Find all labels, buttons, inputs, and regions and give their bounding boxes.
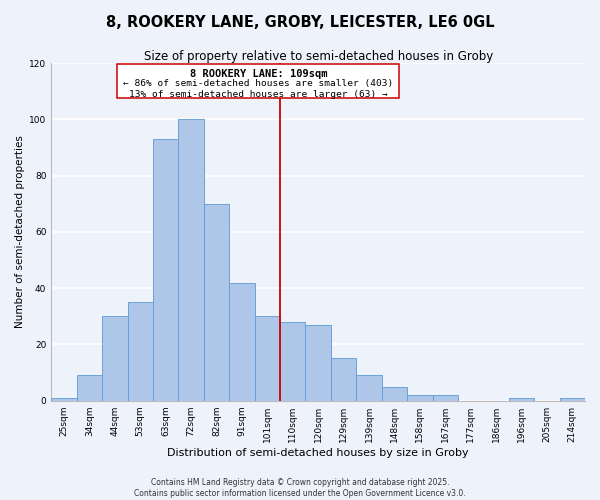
Bar xyxy=(229,282,254,401)
Text: 13% of semi-detached houses are larger (63) →: 13% of semi-detached houses are larger (… xyxy=(129,90,388,98)
Bar xyxy=(254,316,280,400)
Bar xyxy=(331,358,356,401)
Bar xyxy=(77,376,102,400)
Bar xyxy=(509,398,534,400)
Bar xyxy=(433,395,458,400)
Bar xyxy=(204,204,229,400)
X-axis label: Distribution of semi-detached houses by size in Groby: Distribution of semi-detached houses by … xyxy=(167,448,469,458)
Bar xyxy=(153,139,178,400)
Bar xyxy=(305,324,331,400)
Bar xyxy=(102,316,128,400)
Text: 8 ROOKERY LANE: 109sqm: 8 ROOKERY LANE: 109sqm xyxy=(190,68,327,78)
FancyBboxPatch shape xyxy=(118,64,400,98)
Bar xyxy=(356,376,382,400)
Bar xyxy=(51,398,77,400)
Bar xyxy=(560,398,585,400)
Bar xyxy=(407,395,433,400)
Bar xyxy=(128,302,153,400)
Bar xyxy=(178,120,204,400)
Text: Contains HM Land Registry data © Crown copyright and database right 2025.
Contai: Contains HM Land Registry data © Crown c… xyxy=(134,478,466,498)
Text: 8, ROOKERY LANE, GROBY, LEICESTER, LE6 0GL: 8, ROOKERY LANE, GROBY, LEICESTER, LE6 0… xyxy=(106,15,494,30)
Y-axis label: Number of semi-detached properties: Number of semi-detached properties xyxy=(15,136,25,328)
Bar xyxy=(280,322,305,400)
Title: Size of property relative to semi-detached houses in Groby: Size of property relative to semi-detach… xyxy=(143,50,493,63)
Text: ← 86% of semi-detached houses are smaller (403): ← 86% of semi-detached houses are smalle… xyxy=(123,80,394,88)
Bar xyxy=(382,386,407,400)
